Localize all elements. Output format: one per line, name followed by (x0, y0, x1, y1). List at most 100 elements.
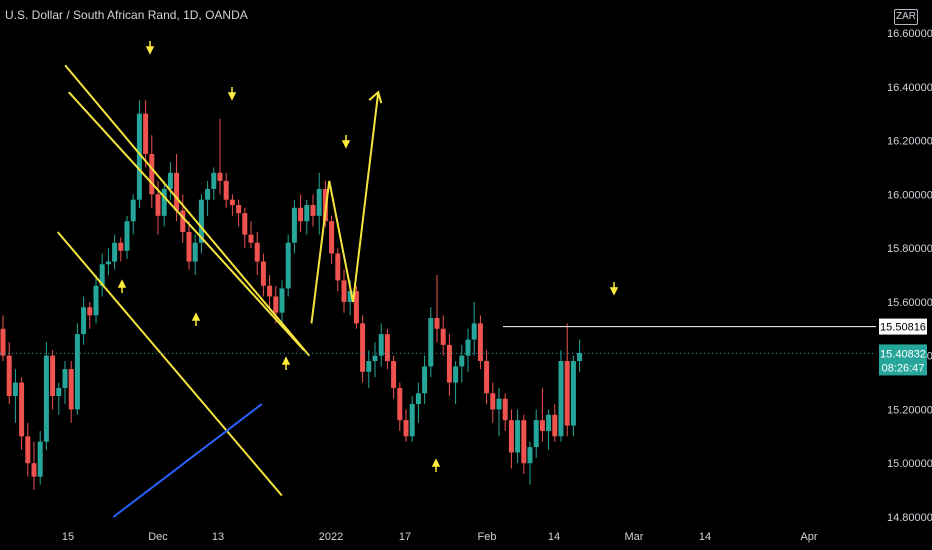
candle-body (409, 404, 415, 437)
candle-body (180, 210, 186, 232)
down-arrow-marker (341, 135, 351, 149)
channel-line (64, 64, 311, 357)
candle-body (99, 264, 105, 286)
candle-body (471, 323, 477, 340)
x-tick-label: Feb (478, 531, 497, 543)
candle-body (143, 113, 149, 154)
candle-body (539, 420, 545, 431)
x-tick-label: 2022 (319, 531, 343, 543)
candle-body (192, 242, 198, 262)
y-tick-label: 16.00000 (887, 189, 932, 201)
candle-body (341, 280, 347, 302)
candle-body (62, 369, 68, 388)
time-axis[interactable]: 15 Dec 13 2022 17 Feb 14 Mar 14 Apr (62, 531, 818, 543)
last-price-value: 15.40832 (880, 348, 926, 360)
candle-body (347, 291, 353, 302)
candle-body (577, 352, 583, 362)
candle-body (198, 199, 204, 243)
x-tick-label: 15 (62, 531, 74, 543)
candle-body (223, 180, 229, 200)
candle-body (446, 344, 452, 383)
candle-body (112, 242, 118, 262)
candle-body (434, 318, 440, 329)
x-tick-label: Mar (625, 531, 644, 543)
candle-body (254, 242, 260, 262)
candle-body (149, 154, 155, 195)
candle-body (19, 382, 25, 437)
bar-countdown: 08:26:47 (882, 362, 925, 374)
y-tick-label: 14.80000 (887, 512, 932, 524)
candle-body (43, 355, 49, 442)
candle-body (37, 441, 43, 477)
candle-body (260, 261, 266, 286)
candle-body (527, 447, 533, 464)
candle-body (490, 393, 496, 410)
candle-body (267, 285, 273, 297)
candle-body (155, 194, 161, 216)
candle-body (273, 296, 279, 313)
candle-body (81, 307, 87, 335)
y-tick-label: 15.60000 (887, 297, 932, 309)
candle-body (124, 221, 130, 251)
candle-body (372, 355, 378, 362)
candle-body (465, 339, 471, 356)
candle-body (533, 420, 539, 448)
candle-body (304, 205, 310, 222)
candle-body (508, 420, 514, 453)
candle-body (546, 414, 552, 431)
candle-body (428, 318, 434, 367)
candle-body (360, 323, 366, 372)
candle-body (502, 398, 508, 421)
candle-body (422, 366, 428, 394)
x-tick-label: Apr (800, 531, 817, 543)
candle-body (310, 205, 316, 216)
drawing-overlays (0, 41, 876, 518)
candle-body (50, 355, 56, 396)
y-tick-label: 15.20000 (887, 404, 932, 416)
candle-body (236, 205, 242, 214)
candlestick-series (0, 100, 583, 491)
candle-body (0, 328, 6, 356)
projection-arrowhead (368, 90, 383, 104)
x-tick-label: 13 (212, 531, 224, 543)
candle-body (391, 361, 397, 388)
candle-body (248, 234, 254, 243)
x-tick-label: Dec (148, 531, 168, 543)
candle-body (217, 172, 223, 181)
price-axis[interactable]: 16.60000 16.40000 16.20000 16.00000 15.80000… (879, 28, 932, 524)
candle-body (186, 231, 192, 262)
y-tick-label: 16.60000 (887, 28, 932, 40)
projection-path (310, 92, 380, 324)
candle-body (211, 172, 217, 189)
candle-body (440, 328, 446, 345)
y-tick-label: 15.00000 (887, 458, 932, 470)
candle-body (25, 436, 31, 464)
candle-body (397, 387, 403, 421)
candle-body (291, 207, 297, 243)
candle-body (68, 369, 74, 410)
candle-body (564, 361, 570, 426)
candle-body (105, 261, 111, 265)
candle-body (353, 291, 359, 324)
candle-body (279, 288, 285, 313)
down-arrow-marker (609, 282, 619, 296)
y-tick-label: 15.80000 (887, 243, 932, 255)
candle-body (12, 382, 18, 396)
candle-body (205, 188, 211, 200)
candle-body (515, 420, 521, 453)
candle-body (558, 361, 564, 437)
candle-body (161, 188, 167, 216)
candle-body (74, 334, 80, 410)
channel-line (56, 231, 283, 497)
currency-badge[interactable]: ZAR (894, 9, 918, 25)
down-arrow-marker (145, 41, 155, 55)
y-tick-label: 16.40000 (887, 82, 932, 94)
candle-body (403, 420, 409, 437)
candle-body (378, 334, 384, 356)
candle-body (174, 172, 180, 211)
candle-body (136, 113, 142, 200)
candle-body (93, 285, 99, 316)
candle-body (453, 366, 459, 383)
candle-body (552, 414, 558, 437)
